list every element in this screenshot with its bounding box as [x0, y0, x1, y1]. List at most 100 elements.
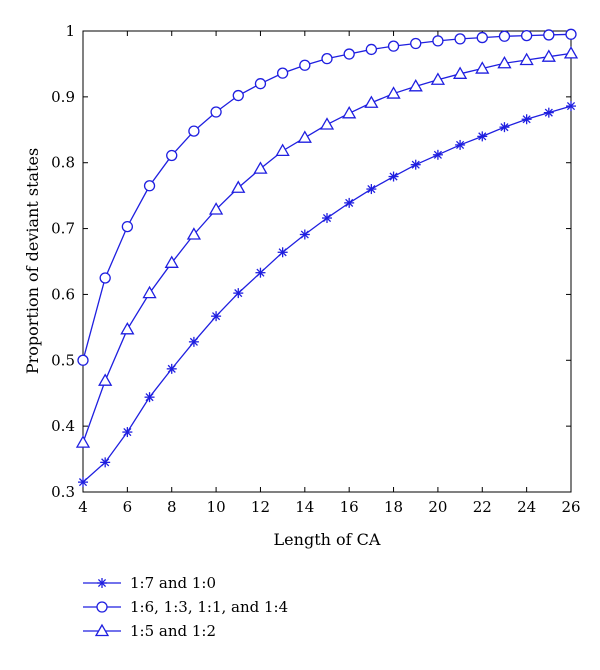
marker-triangle	[342, 106, 357, 119]
data-point-star	[188, 336, 199, 347]
marker-star-d2	[544, 108, 553, 117]
marker-star-d2	[189, 337, 198, 346]
marker-triangle	[563, 46, 579, 59]
marker-circle	[143, 180, 156, 192]
data-point-circle	[96, 601, 108, 613]
data-point-triangle	[186, 227, 202, 240]
data-point-circle	[432, 35, 444, 47]
data-point-triangle	[408, 79, 423, 92]
series-line	[82, 33, 572, 361]
data-point-circle	[476, 31, 488, 44]
data-point-star	[499, 122, 510, 133]
data-point-star	[410, 159, 421, 170]
legend-item-star: 1:7 and 1:0	[83, 574, 216, 592]
legend-item-circle: 1:6, 1:3, 1:1, and 1:4	[83, 598, 288, 616]
data-point-circle	[387, 40, 400, 52]
marker-circle	[498, 30, 511, 42]
marker-circle	[410, 37, 422, 50]
data-point-triangle	[342, 106, 357, 119]
x-tick-label: 22	[473, 498, 492, 516]
data-point-star	[366, 184, 377, 195]
x-tick-label: 6	[123, 498, 133, 516]
data-point-circle	[143, 180, 156, 192]
plot-frame	[82, 30, 572, 493]
data-point-star	[344, 197, 355, 208]
data-point-circle	[343, 48, 355, 60]
data-point-star	[543, 107, 554, 118]
marker-circle	[188, 125, 200, 137]
x-tick-label: 20	[428, 498, 447, 516]
y-tick-label: 0.5	[51, 351, 75, 369]
marker-star-d2	[234, 289, 243, 298]
data-point-star	[566, 101, 576, 112]
marker-star-d2	[212, 312, 221, 321]
y-tick-label: 0.9	[51, 88, 75, 106]
marker-star-d2	[278, 248, 287, 257]
series-layer	[75, 28, 579, 488]
marker-triangle	[231, 180, 246, 193]
series-line	[82, 105, 572, 483]
marker-star-d2	[411, 160, 420, 169]
data-point-circle	[121, 220, 134, 233]
series-star	[78, 101, 576, 488]
data-point-star	[388, 171, 399, 182]
data-point-circle	[454, 33, 466, 45]
data-point-circle	[232, 89, 244, 102]
marker-circle	[232, 89, 244, 102]
marker-triangle	[142, 285, 157, 299]
data-point-triangle	[297, 130, 312, 143]
marker-circle	[321, 53, 333, 65]
x-tick-label: 8	[167, 498, 177, 516]
marker-circle	[166, 149, 178, 162]
data-point-circle	[166, 149, 178, 162]
y-tick-label: 0.8	[51, 154, 75, 172]
data-point-circle	[365, 43, 378, 56]
data-point-triangle	[319, 117, 335, 130]
marker-star-d2	[78, 478, 88, 487]
marker-circle	[520, 29, 533, 42]
marker-circle	[99, 272, 111, 284]
series-triangle	[75, 46, 579, 448]
marker-star-d2	[522, 115, 531, 124]
marker-star-d2	[97, 578, 107, 588]
x-tick-label: 10	[207, 498, 226, 516]
marker-triangle	[452, 66, 468, 79]
marker-triangle	[519, 52, 534, 66]
x-tick-label: 26	[561, 498, 580, 516]
marker-star-d2	[389, 172, 398, 181]
y-tick-label: 0.6	[51, 285, 75, 303]
marker-triangle	[541, 49, 556, 62]
x-axis-label: Length of CA	[274, 530, 381, 549]
marker-triangle	[253, 161, 268, 174]
marker-circle	[387, 40, 400, 52]
x-tick-label: 24	[517, 498, 536, 516]
legend-item-triangle: 1:5 and 1:2	[83, 622, 216, 640]
data-point-triangle	[519, 52, 534, 66]
data-point-triangle	[94, 623, 110, 637]
data-point-star	[299, 229, 310, 240]
marker-triangle	[297, 130, 312, 143]
data-point-triangle	[142, 285, 157, 299]
data-point-triangle	[386, 86, 401, 99]
x-tick-label: 14	[295, 498, 314, 516]
marker-circle	[210, 106, 222, 118]
data-point-star	[144, 392, 155, 403]
marker-circle	[96, 601, 108, 613]
marker-triangle	[386, 86, 401, 99]
data-point-triangle	[430, 72, 446, 85]
ticks: 4 6 8 10 12 14 16 18 20 22 24 26 0.3 0.4 0.5 0.6 0.7 0.8 0…	[51, 22, 580, 516]
marker-star-d2	[500, 123, 509, 132]
marker-star-d2	[256, 268, 265, 277]
x-tick-label: 16	[340, 498, 359, 516]
marker-triangle	[186, 227, 202, 240]
marker-triangle	[475, 61, 490, 74]
data-point-star	[277, 247, 288, 258]
marker-triangle	[75, 435, 91, 448]
marker-star-d2	[300, 230, 309, 239]
marker-star-d2	[456, 140, 465, 149]
data-point-star	[78, 477, 88, 488]
data-point-triangle	[75, 435, 91, 448]
marker-star-d2	[367, 184, 376, 194]
